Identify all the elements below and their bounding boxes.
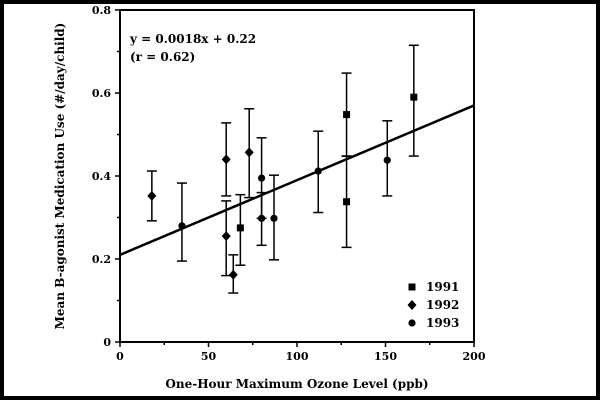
legend-label: 1993	[426, 316, 459, 330]
data-point-square	[236, 224, 244, 232]
legend: 1991 1992 1993	[407, 280, 459, 330]
x-tick-label: 100	[286, 350, 309, 363]
data-markers	[147, 93, 418, 280]
data-point-square	[410, 93, 418, 101]
data-point-diamond	[147, 190, 157, 201]
x-tick-labels: 0 50 100 150 200	[116, 350, 486, 363]
legend-label: 1992	[426, 298, 459, 312]
y-tick-labels: 0 0.2 0.4 0.6 0.8	[92, 4, 111, 349]
legend-label: 1991	[426, 280, 459, 294]
tick-marks	[115, 9, 475, 347]
data-point-circle	[258, 214, 266, 222]
chart-svg: 0 50 100 150 200 0 0.2 0.4 0.6 0.8 y = 0.0018x +…	[53, 4, 486, 391]
data-point-circle	[258, 174, 266, 182]
y-axis-title: Mean B-agonist Medication Use (#/day/chi…	[53, 23, 67, 330]
y-tick-label: 0.8	[92, 4, 111, 17]
data-point-diamond	[244, 147, 254, 158]
y-tick-label: 0.6	[92, 87, 111, 100]
data-point-circle	[178, 222, 186, 230]
x-tick-label: 0	[116, 350, 124, 363]
data-point-square	[343, 198, 351, 206]
chart-frame: 0 50 100 150 200 0 0.2 0.4 0.6 0.8 y = 0.0018x +…	[4, 4, 596, 396]
regression-line	[119, 104, 475, 257]
legend-marker-square	[408, 283, 416, 291]
data-point-circle	[383, 156, 391, 164]
x-tick-label: 200	[463, 350, 486, 363]
data-point-diamond	[221, 154, 231, 165]
x-tick-label: 150	[374, 350, 397, 363]
y-tick-label: 0.2	[92, 253, 111, 266]
y-tick-label: 0	[103, 336, 111, 349]
data-point-circle	[314, 167, 322, 175]
error-bars	[146, 44, 419, 294]
data-point-circle	[270, 214, 278, 222]
x-axis-title: One-Hour Maximum Ozone Level (ppb)	[165, 377, 428, 391]
legend-marker-diamond	[407, 300, 417, 310]
legend-marker-circle	[408, 319, 416, 327]
data-point-diamond	[221, 231, 231, 242]
correlation-coefficient: (r = 0.62)	[130, 50, 195, 64]
y-tick-label: 0.4	[92, 170, 111, 183]
x-tick-label: 50	[201, 350, 217, 363]
data-point-diamond	[228, 269, 238, 280]
data-point-square	[343, 111, 351, 119]
regression-equation: y = 0.0018x + 0.22	[129, 32, 256, 46]
